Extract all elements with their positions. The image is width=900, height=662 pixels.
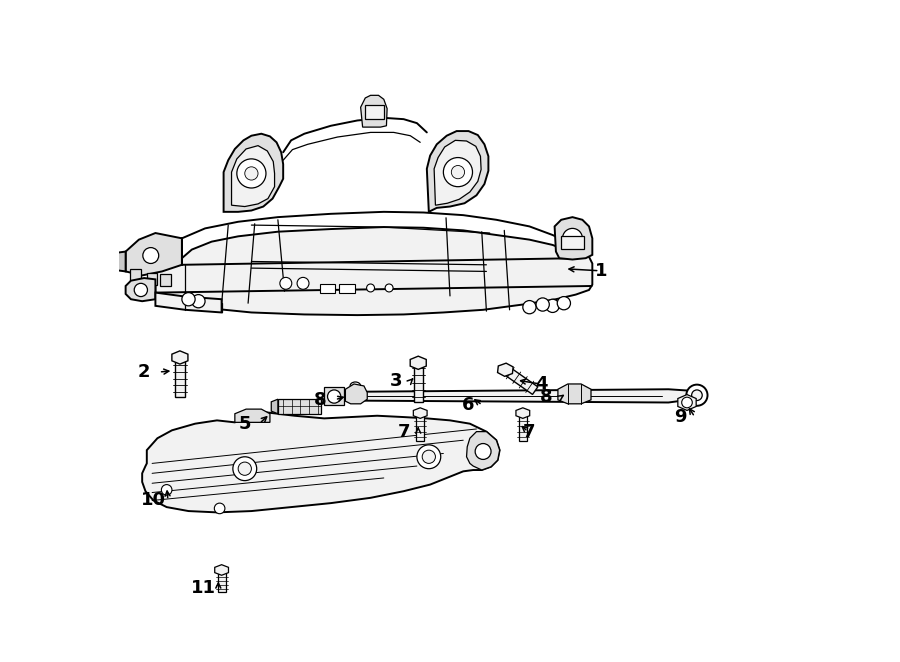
Polygon shape [218,570,226,592]
Circle shape [417,445,441,469]
Polygon shape [678,395,697,410]
Polygon shape [126,278,156,301]
Polygon shape [147,273,158,285]
Text: 11: 11 [191,579,216,597]
Polygon shape [182,212,578,265]
Polygon shape [278,399,321,414]
Polygon shape [215,565,229,575]
Polygon shape [130,269,140,281]
Polygon shape [516,408,530,418]
Circle shape [523,301,536,314]
Text: 7: 7 [398,422,410,441]
Polygon shape [413,408,428,418]
Polygon shape [160,274,171,286]
Bar [364,105,384,119]
Text: 10: 10 [141,491,166,510]
Circle shape [687,385,707,406]
Circle shape [245,167,258,180]
Circle shape [562,228,582,248]
Polygon shape [142,412,500,512]
Polygon shape [414,363,423,402]
Bar [562,236,584,249]
Polygon shape [427,131,489,212]
Text: 9: 9 [674,408,687,426]
Polygon shape [338,389,697,402]
Polygon shape [271,399,278,414]
Polygon shape [554,217,592,260]
Polygon shape [235,409,270,422]
Circle shape [297,277,309,289]
Polygon shape [116,252,126,271]
Circle shape [557,297,571,310]
Circle shape [328,390,341,403]
Circle shape [475,444,491,459]
Text: 2: 2 [138,363,150,381]
Polygon shape [231,146,274,207]
Polygon shape [156,293,221,312]
Polygon shape [410,356,427,369]
Circle shape [451,166,464,179]
Polygon shape [156,224,592,315]
Circle shape [134,283,148,297]
Circle shape [233,457,256,481]
Polygon shape [172,351,188,364]
Polygon shape [498,363,513,376]
Circle shape [214,503,225,514]
Text: 7: 7 [523,422,536,441]
Text: 6: 6 [462,396,474,414]
Text: 8: 8 [540,388,553,406]
Circle shape [182,293,195,306]
Polygon shape [176,357,184,397]
Text: 1: 1 [595,261,608,280]
Polygon shape [503,366,538,395]
Bar [320,284,336,293]
Text: 3: 3 [390,372,402,391]
Circle shape [691,390,702,401]
Text: 5: 5 [238,414,251,433]
Polygon shape [361,95,387,127]
Circle shape [366,284,374,292]
Bar [339,284,356,293]
Circle shape [237,159,266,188]
Circle shape [385,284,393,292]
Polygon shape [324,387,344,405]
Circle shape [422,450,436,463]
Circle shape [161,485,172,495]
Text: 8: 8 [314,391,327,409]
Polygon shape [346,384,367,404]
Circle shape [238,462,251,475]
Polygon shape [223,134,284,212]
Circle shape [546,299,559,312]
Polygon shape [434,140,482,205]
Polygon shape [466,432,500,470]
Circle shape [143,248,158,263]
Circle shape [444,158,472,187]
Polygon shape [558,384,591,404]
Circle shape [681,397,692,408]
Circle shape [280,277,292,289]
Polygon shape [518,413,526,441]
Polygon shape [416,413,424,441]
Polygon shape [126,233,182,275]
Circle shape [536,298,549,311]
Circle shape [192,295,205,308]
Text: 4: 4 [536,375,547,393]
